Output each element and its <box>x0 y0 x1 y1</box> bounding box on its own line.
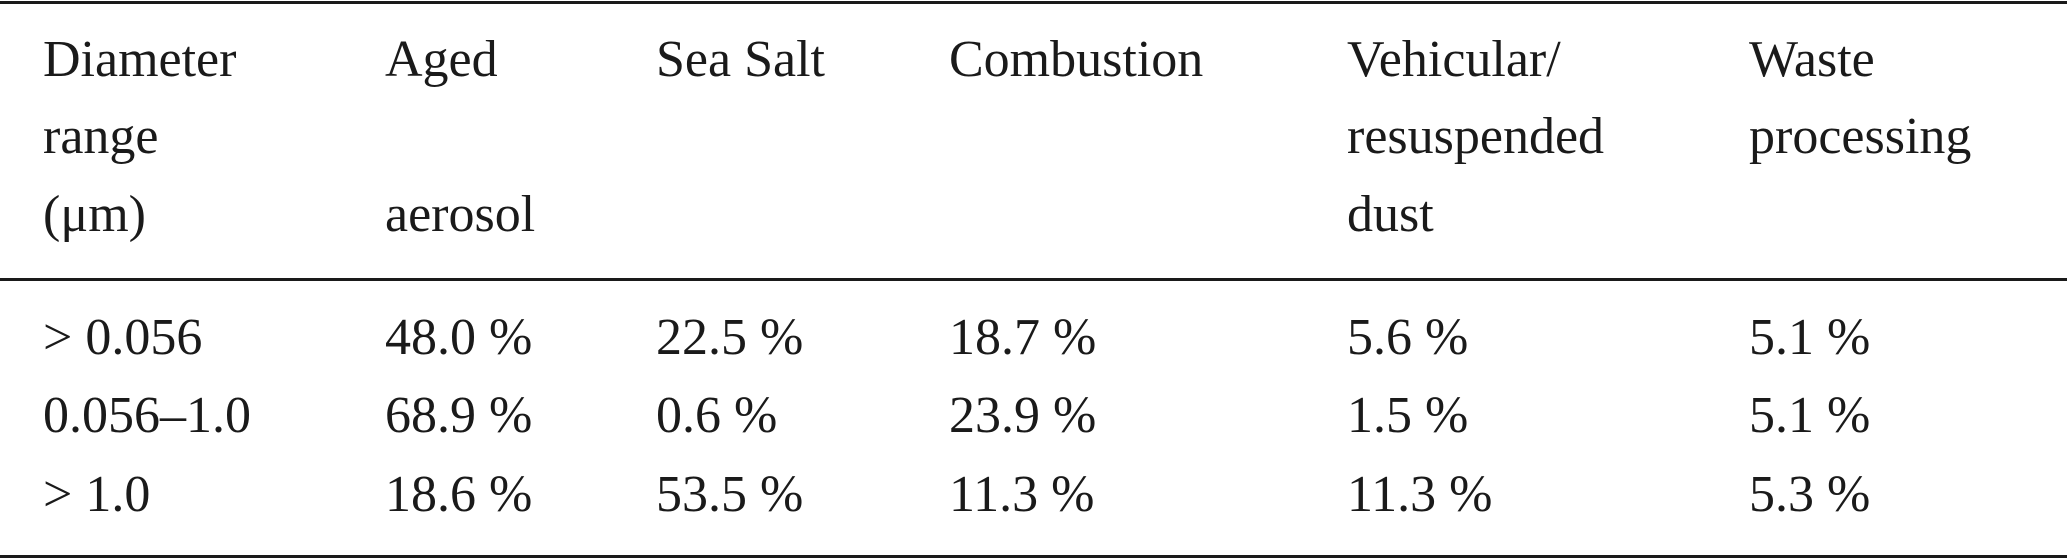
table-cell: 18.7 % <box>949 309 1097 366</box>
header-cell: Vehicular/ <box>1347 31 1561 88</box>
table-cell: 53.5 % <box>656 466 804 523</box>
table-cell: > 1.0 <box>43 466 151 523</box>
table-cell: 23.9 % <box>949 387 1097 444</box>
header-cell: range <box>43 108 159 165</box>
header-cell: resuspended <box>1347 108 1605 165</box>
header-cell: Diameter <box>43 31 237 88</box>
table-cell: 0.6 % <box>656 387 778 444</box>
table-cell: 48.0 % <box>385 309 533 366</box>
table-cell: 0.056–1.0 <box>43 387 251 444</box>
header-cell: aerosol <box>385 186 536 243</box>
header-cell: processing <box>1749 108 1972 165</box>
top-rule <box>0 1 2067 4</box>
table-cell: > 0.056 <box>43 309 203 366</box>
bottom-rule <box>0 555 2067 558</box>
table-cell: 22.5 % <box>656 309 804 366</box>
table-cell: 5.1 % <box>1749 309 1871 366</box>
table-cell: 18.6 % <box>385 466 533 523</box>
table-cell: 5.1 % <box>1749 387 1871 444</box>
table-cell: 11.3 % <box>949 466 1095 523</box>
header-cell: Waste <box>1749 31 1875 88</box>
header-cell: Aged <box>385 31 498 88</box>
header-cell: Sea Salt <box>656 31 825 88</box>
header-cell: Combustion <box>949 31 1204 88</box>
table-cell: 68.9 % <box>385 387 533 444</box>
table-cell: 5.6 % <box>1347 309 1469 366</box>
table-cell: 5.3 % <box>1749 466 1871 523</box>
header-cell: dust <box>1347 186 1434 243</box>
table-cell: 1.5 % <box>1347 387 1469 444</box>
header-rule <box>0 278 2067 281</box>
table-cell: 11.3 % <box>1347 466 1493 523</box>
header-cell: (μm) <box>43 186 146 243</box>
